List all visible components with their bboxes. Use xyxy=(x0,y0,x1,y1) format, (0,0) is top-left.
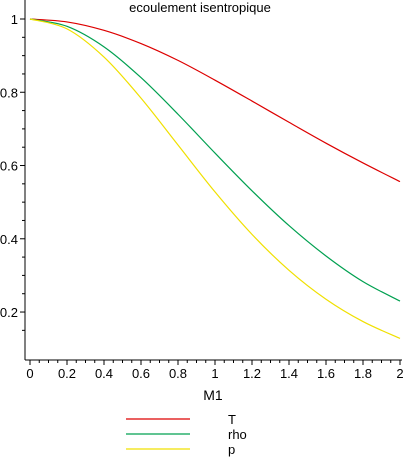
x-tick-label: 2 xyxy=(396,366,403,381)
y-tick-label: 0.8 xyxy=(0,85,18,100)
y-tick-label: 1 xyxy=(11,12,18,27)
series-line-p xyxy=(29,18,401,339)
legend-label-rho: rho xyxy=(228,427,247,442)
x-tick-label: 1 xyxy=(211,366,218,381)
x-tick-label: 1.4 xyxy=(280,366,298,381)
y-axis-ticks: 1 0.8 0.6 0.4 0.2 xyxy=(0,12,25,331)
x-tick-label: 1.6 xyxy=(317,366,335,381)
series-line-rho xyxy=(29,18,401,302)
x-tick-label: 0.4 xyxy=(95,366,113,381)
x-tick-label: 0.6 xyxy=(132,366,150,381)
x-tick-label: 1.8 xyxy=(354,366,372,381)
y-tick-label: 0.4 xyxy=(0,232,18,247)
x-tick-label: 0 xyxy=(26,366,33,381)
axes xyxy=(24,0,402,361)
y-tick-label: 0.2 xyxy=(0,305,18,320)
x-tick-label: 1.2 xyxy=(243,366,261,381)
x-tick-label: 0.8 xyxy=(169,366,187,381)
plot-area xyxy=(29,18,401,339)
legend-label-p: p xyxy=(228,442,235,457)
x-axis-ticks: 0 0.2 0.4 0.6 0.8 1 1.2 1.4 1.6 1.8 2 xyxy=(26,360,403,381)
chart-title: ecoulement isentropique xyxy=(129,0,271,15)
series-line-T xyxy=(29,18,401,183)
legend-label-T: T xyxy=(228,412,236,427)
x-axis-title: M1 xyxy=(203,387,223,403)
y-tick-label: 0.6 xyxy=(0,159,18,174)
x-tick-label: 0.2 xyxy=(58,366,76,381)
